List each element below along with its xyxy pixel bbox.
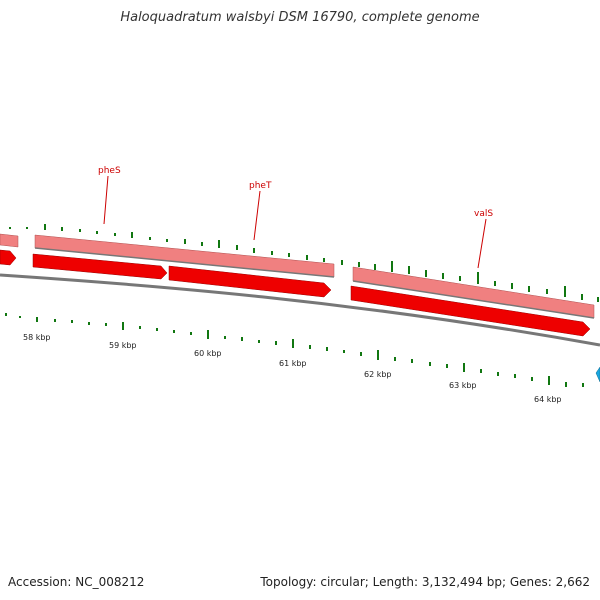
kbp-label-60: 60 kbp — [194, 349, 222, 358]
gene-arrow-prev — [0, 249, 17, 266]
kbp-label-58: 58 kbp — [23, 333, 51, 342]
kbp-scale: 58 kbp 59 kbp 60 kbp 61 kbp 62 kbp 63 kb… — [23, 333, 562, 404]
gene-arrow-valS — [350, 285, 591, 337]
gene-label-vals: valS — [474, 209, 493, 219]
gene-bands — [0, 233, 595, 319]
gene-label-phes: pheS — [98, 166, 121, 176]
gene-labels: pheS pheT valS — [98, 166, 493, 269]
feature-arrow-blue — [595, 366, 600, 383]
kbp-label-61: 61 kbp — [279, 359, 307, 368]
accession-text: Accession: NC_008212 — [8, 575, 145, 589]
gene-arrow-pheS — [32, 253, 168, 280]
kbp-label-59: 59 kbp — [109, 341, 137, 350]
kbp-label-62: 62 kbp — [364, 370, 392, 379]
kbp-label-64: 64 kbp — [534, 395, 562, 404]
genome-backbone — [0, 273, 600, 347]
gc-track-outer — [9, 224, 599, 302]
map-title: Haloquadratum walsbyi DSM 16790, complet… — [120, 10, 480, 25]
gene-label-phet: pheT — [249, 181, 272, 191]
topology-summary: Topology: circular; Length: 3,132,494 bp… — [260, 575, 590, 589]
gene-arrow-pheT — [168, 265, 332, 298]
kbp-label-63: 63 kbp — [449, 381, 477, 390]
gc-track-inner — [5, 313, 584, 387]
gene-arrows — [0, 249, 591, 337]
